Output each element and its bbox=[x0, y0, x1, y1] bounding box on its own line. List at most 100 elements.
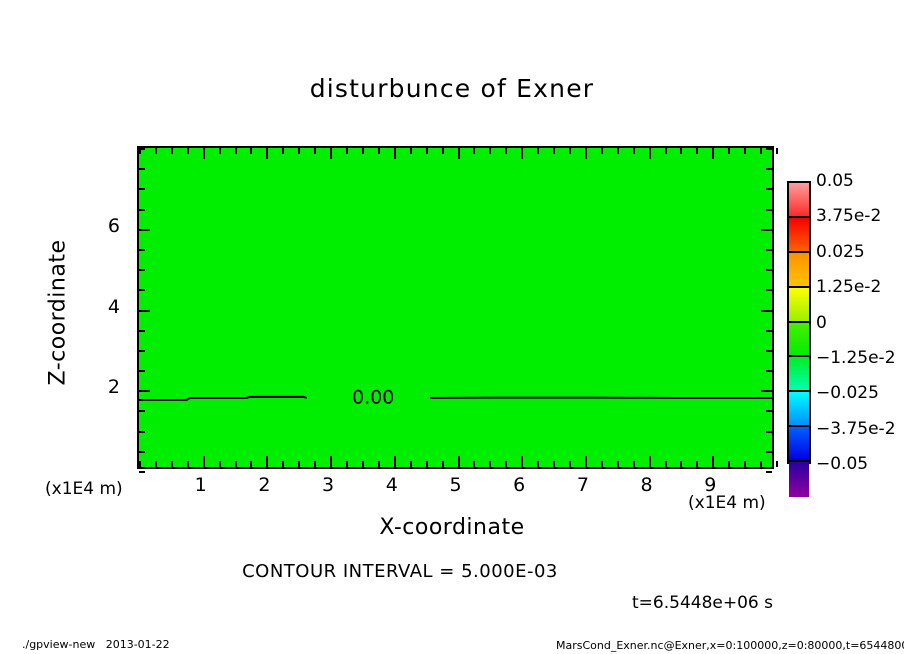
x-tick-label: 6 bbox=[513, 474, 526, 496]
tick-mark bbox=[766, 349, 772, 352]
tick-mark bbox=[139, 148, 141, 154]
tick-mark bbox=[766, 208, 772, 211]
tick-mark bbox=[154, 148, 157, 154]
tick-mark bbox=[728, 148, 731, 154]
tick-mark bbox=[696, 148, 699, 154]
tick-mark bbox=[744, 148, 747, 154]
tick-mark bbox=[139, 309, 150, 312]
tick-mark bbox=[584, 456, 587, 467]
colorbar-band-blue[interactable] bbox=[789, 427, 809, 462]
tick-mark bbox=[139, 228, 150, 231]
tick-mark bbox=[505, 461, 508, 467]
tick-mark bbox=[632, 461, 635, 467]
tick-mark bbox=[298, 148, 301, 154]
tick-mark bbox=[202, 456, 205, 467]
tick-mark bbox=[728, 461, 731, 467]
tick-mark bbox=[568, 148, 571, 154]
tick-mark bbox=[766, 188, 772, 191]
tick-mark bbox=[712, 148, 715, 159]
colorbar-band-green[interactable] bbox=[789, 322, 809, 358]
tick-mark bbox=[361, 461, 364, 467]
x-tick-label: 9 bbox=[704, 474, 717, 496]
x-tick-label: 2 bbox=[258, 474, 271, 496]
colorbar-band-violet[interactable] bbox=[789, 462, 809, 497]
tick-mark bbox=[776, 148, 778, 154]
tick-mark bbox=[760, 461, 763, 467]
y-axis-title: Z-coordinate bbox=[45, 239, 71, 386]
tick-mark bbox=[766, 148, 772, 150]
tick-mark bbox=[425, 148, 428, 154]
time-stamp: t=6.5448e+06 s bbox=[632, 593, 773, 613]
tick-mark bbox=[664, 461, 667, 467]
tick-mark bbox=[425, 461, 428, 467]
page-title: disturbunce of Exner bbox=[309, 74, 595, 103]
tick-mark bbox=[521, 456, 524, 467]
tick-mark bbox=[766, 248, 772, 251]
plot-area[interactable]: 0.00 bbox=[137, 146, 778, 473]
tick-mark bbox=[766, 370, 772, 373]
x-tick-label: 4 bbox=[385, 474, 398, 496]
tick-mark bbox=[346, 461, 349, 467]
colorbar-band-yellow-green[interactable] bbox=[789, 287, 809, 323]
tick-mark bbox=[766, 168, 772, 171]
x-axis-title: X-coordinate bbox=[379, 515, 525, 540]
tick-mark bbox=[330, 456, 333, 467]
tick-mark bbox=[234, 461, 237, 467]
tick-mark bbox=[314, 461, 317, 467]
tick-mark bbox=[680, 148, 683, 154]
tick-mark bbox=[489, 461, 492, 467]
tick-mark bbox=[766, 269, 772, 272]
tick-mark bbox=[744, 461, 747, 467]
x-tick-label: 3 bbox=[322, 474, 335, 496]
colorbar-tick-label: −1.25e-2 bbox=[816, 347, 896, 368]
tick-mark bbox=[139, 269, 145, 272]
contour-line bbox=[139, 397, 307, 400]
colorbar-band-green-spring[interactable] bbox=[789, 357, 809, 393]
x-tick-label: 8 bbox=[640, 474, 653, 496]
tick-mark bbox=[616, 148, 619, 154]
x-tick-label: 7 bbox=[576, 474, 589, 496]
tick-mark bbox=[377, 461, 380, 467]
colorbar-tick-label: 3.75e-2 bbox=[816, 206, 882, 227]
tick-mark bbox=[553, 461, 556, 467]
tick-mark bbox=[139, 188, 145, 191]
tick-mark bbox=[457, 148, 460, 159]
contour-label: 0.00 bbox=[352, 388, 394, 409]
tick-mark bbox=[696, 461, 699, 467]
tick-mark bbox=[648, 456, 651, 467]
tick-mark bbox=[282, 461, 285, 467]
tick-mark bbox=[154, 461, 157, 467]
tick-mark bbox=[346, 148, 349, 154]
tick-mark bbox=[680, 461, 683, 467]
tick-mark bbox=[537, 461, 540, 467]
footer-command: ./gpview-new bbox=[22, 638, 96, 651]
tick-mark bbox=[139, 370, 145, 373]
tick-mark bbox=[761, 228, 772, 231]
colorbar-band-pink-red[interactable] bbox=[789, 183, 809, 218]
tick-mark bbox=[600, 461, 603, 467]
colorbar[interactable] bbox=[787, 181, 811, 497]
tick-mark bbox=[409, 148, 412, 154]
colorbar-band-orange[interactable] bbox=[789, 252, 809, 288]
tick-mark bbox=[266, 148, 269, 159]
x-tick-label: 1 bbox=[194, 474, 207, 496]
tick-mark bbox=[139, 168, 145, 171]
tick-mark bbox=[139, 248, 145, 251]
colorbar-band-cyan-azure[interactable] bbox=[789, 392, 809, 428]
tick-mark bbox=[250, 461, 253, 467]
tick-mark bbox=[139, 208, 145, 211]
tick-mark bbox=[553, 148, 556, 154]
tick-mark bbox=[766, 329, 772, 332]
x-unit-left-label: (x1E4 m) bbox=[45, 479, 123, 499]
tick-mark bbox=[139, 430, 145, 433]
tick-mark bbox=[330, 148, 333, 159]
tick-mark bbox=[632, 148, 635, 154]
colorbar-band-red-orangered[interactable] bbox=[789, 217, 809, 253]
tick-mark bbox=[766, 471, 772, 473]
tick-mark bbox=[648, 148, 651, 159]
tick-mark bbox=[776, 461, 778, 467]
y-tick-label: 4 bbox=[107, 295, 120, 318]
contour-interval-note: CONTOUR INTERVAL = 5.000E-03 bbox=[242, 561, 558, 582]
tick-mark bbox=[218, 461, 221, 467]
tick-mark bbox=[766, 450, 772, 453]
